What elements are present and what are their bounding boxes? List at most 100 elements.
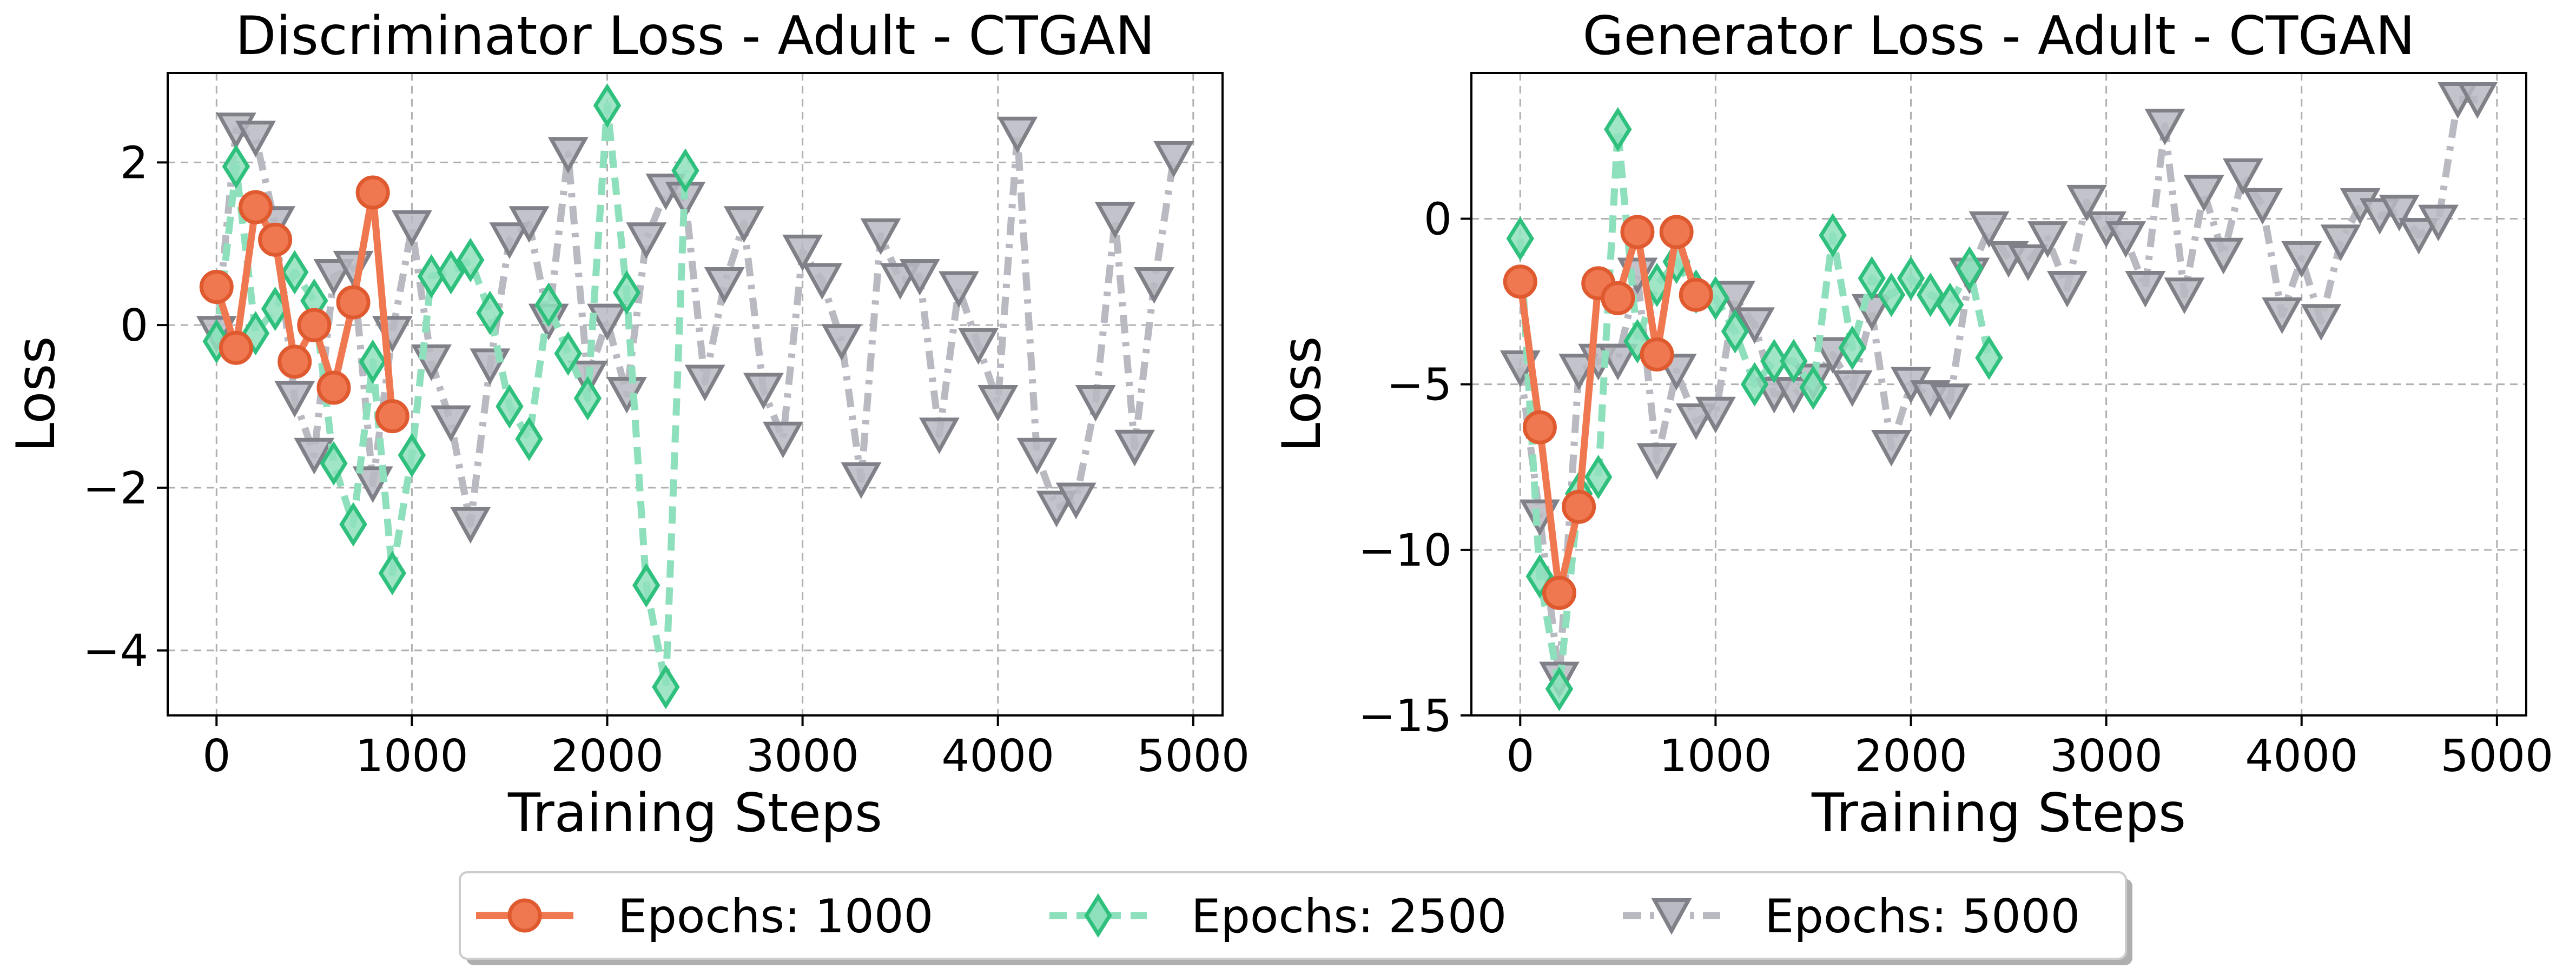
legend-marker	[1651, 898, 1692, 935]
data-point	[802, 263, 843, 300]
data-point	[316, 370, 351, 405]
series-line	[213, 126, 1178, 528]
data-point	[1969, 211, 2010, 248]
data-point	[2125, 271, 2166, 308]
data-point	[2144, 108, 2185, 145]
legend-marker	[507, 898, 542, 933]
data-point	[1601, 281, 1635, 315]
data-point	[2262, 297, 2303, 334]
data-point	[1636, 443, 1677, 480]
legend-item: Epochs: 5000	[1623, 890, 2080, 944]
data-point	[593, 83, 622, 128]
data-point	[612, 270, 641, 315]
data-point	[2320, 224, 2361, 262]
data-point	[2066, 184, 2107, 222]
data-point	[219, 330, 253, 365]
data-point	[554, 331, 583, 376]
series-layer	[1500, 82, 2498, 712]
data-point	[372, 316, 413, 353]
data-point	[398, 433, 426, 477]
x-tick-label: 2000	[1854, 731, 1967, 782]
plot-frame	[1470, 72, 2527, 717]
x-tick-label: 0	[202, 731, 230, 782]
series-line	[213, 189, 396, 417]
x-tick-label: 1000	[355, 731, 468, 782]
y-tick-label: −4	[83, 626, 148, 677]
data-point	[320, 441, 348, 486]
data-point	[258, 222, 293, 257]
data-point	[437, 250, 465, 295]
x-tick-label: 3000	[2050, 731, 2163, 782]
data-point	[1956, 246, 1984, 291]
data-point	[626, 222, 667, 260]
data-point	[652, 665, 680, 709]
legend-items: Epochs: 1000 Epochs: 2500 Epochs: 5000	[476, 890, 2080, 944]
data-point	[1604, 107, 1632, 152]
y-axis-label: Loss	[1271, 336, 1333, 453]
data-point	[1936, 282, 1964, 327]
data-point	[1016, 437, 1058, 475]
series-e5000	[1500, 82, 2498, 699]
data-point	[821, 324, 862, 361]
data-point	[1858, 256, 1886, 301]
series-layer	[196, 83, 1194, 709]
data-point	[723, 206, 764, 243]
data-point	[1916, 273, 1945, 317]
data-point	[2418, 204, 2459, 242]
data-point	[375, 399, 409, 434]
x-tick-label: 2000	[551, 731, 664, 782]
legend: Epochs: 1000 Epochs: 2500 Epochs: 5000	[459, 871, 2132, 965]
x-tick-label: 0	[1506, 731, 1534, 782]
data-point	[1799, 365, 1827, 410]
data-point	[841, 462, 882, 499]
data-point	[496, 384, 524, 429]
data-point	[977, 385, 1019, 422]
data-point	[684, 364, 725, 402]
data-point	[632, 563, 660, 608]
data-point	[450, 507, 491, 544]
grid	[1471, 73, 2526, 717]
data-point	[743, 373, 784, 410]
data-point	[2203, 237, 2244, 275]
data-point	[1153, 141, 1194, 178]
series-e1000	[1503, 215, 1713, 610]
x-tick-label: 5000	[1137, 731, 1250, 782]
y-tick-label: 0	[120, 300, 148, 351]
data-point	[2007, 244, 2049, 281]
data-point	[1134, 267, 1175, 304]
data-point	[1542, 575, 1576, 610]
generator-loss-chart: Generator Loss - Adult - CTGAN 0 1000 2000…	[1271, 5, 2553, 844]
data-point	[297, 308, 332, 342]
data-point	[1114, 429, 1155, 467]
data-point	[860, 218, 901, 255]
data-point	[222, 144, 250, 189]
data-point	[456, 237, 485, 282]
data-point	[1780, 339, 1808, 383]
data-point	[515, 416, 543, 461]
y-tick-label: 0	[1424, 194, 1452, 245]
x-tick-label: 5000	[2440, 731, 2553, 782]
series-e1000	[199, 175, 409, 434]
data-point	[1036, 490, 1077, 528]
data-point	[489, 222, 530, 260]
data-point	[1640, 337, 1674, 372]
chart-title: Discriminator Loss - Adult - CTGAN	[235, 5, 1155, 67]
plot-frame	[167, 72, 1224, 717]
x-axis-label: Training Steps	[1811, 782, 2186, 844]
data-point	[1897, 256, 1925, 301]
data-point	[2457, 82, 2498, 119]
data-point	[336, 285, 371, 320]
data-point	[2027, 221, 2068, 258]
data-point	[378, 550, 407, 595]
legend-label: Epochs: 2500	[1191, 890, 1507, 944]
data-point	[1584, 454, 1613, 500]
data-point	[239, 190, 273, 224]
data-point	[1597, 343, 1639, 381]
data-point	[1679, 277, 1713, 312]
grid	[168, 73, 1223, 715]
x-tick-label: 4000	[2245, 731, 2358, 782]
data-point	[2281, 241, 2322, 278]
data-point	[1740, 362, 1769, 407]
data-point	[2242, 188, 2283, 225]
series-e2500	[202, 83, 699, 709]
